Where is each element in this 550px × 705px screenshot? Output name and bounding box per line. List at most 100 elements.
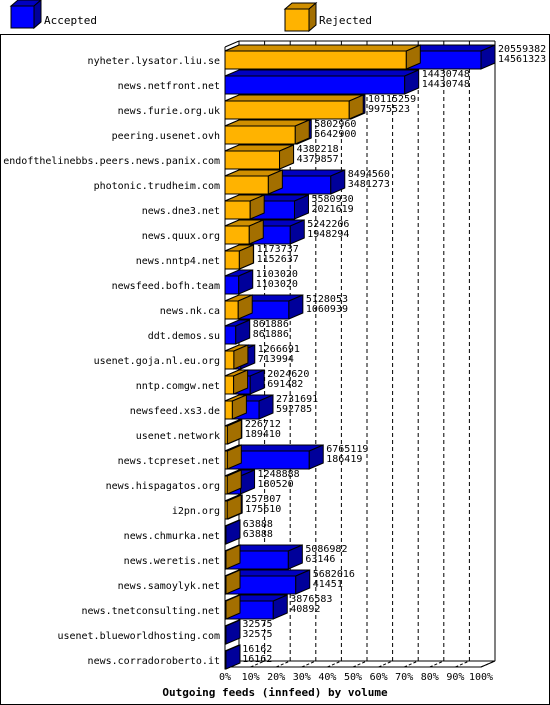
- category-label: endofthelinebbs.peers.news.panix.com: [3, 156, 220, 167]
- bars: [224, 44, 496, 670]
- bar-accepted: [224, 75, 406, 95]
- bar-rejected-side: [233, 344, 249, 370]
- value-label-accepted: 8494560: [348, 169, 390, 180]
- grid-floor-tick: [480, 660, 496, 668]
- value-label-accepted: 1103020: [256, 269, 298, 280]
- bar-rejected-side: [348, 94, 364, 120]
- value-label-rejected: 175610: [245, 504, 281, 515]
- grid-floor-tick: [378, 660, 393, 668]
- bar-rejected-side: [225, 594, 241, 620]
- category-label: newsfeed.xs3.de: [130, 406, 220, 417]
- value-label-rejected: 63888: [243, 529, 273, 540]
- grid-floor-tick: [250, 660, 265, 668]
- value-label-rejected: 4379857: [297, 154, 339, 165]
- bar-accepted-side: [225, 519, 241, 545]
- category-label: news.tnetconsulting.net: [82, 606, 220, 617]
- category-label: news.weretis.net: [124, 556, 220, 567]
- value-label-rejected: 180520: [258, 479, 294, 490]
- value-label-accepted: 1266691: [258, 344, 300, 355]
- bar-rejected-side: [231, 394, 247, 420]
- value-label-rejected: 1060939: [306, 304, 348, 315]
- category-label: news.furie.org.uk: [118, 106, 220, 117]
- value-label-accepted: 5580930: [311, 194, 353, 205]
- bar-rejected-side: [226, 419, 242, 445]
- bar-accepted-side: [287, 544, 303, 570]
- bar-rejected-side: [267, 169, 283, 195]
- value-label-rejected: 32575: [242, 629, 272, 640]
- category-label: news.samoylyk.net: [118, 581, 220, 592]
- category-label: usenet.blueworldhosting.com: [57, 631, 220, 642]
- value-label-rejected: 16162: [242, 654, 272, 665]
- x-axis-title: Outgoing feeds (innfeed) by volume: [162, 686, 388, 699]
- category-label: nntp.comgw.net: [136, 381, 220, 392]
- value-label-accepted: 32575: [242, 619, 272, 630]
- category-label: nyheter.lysator.liu.se: [88, 56, 220, 67]
- bar-accepted: [224, 275, 240, 295]
- grid-floor-tick: [327, 660, 342, 668]
- bar-rejected-side: [225, 544, 241, 570]
- category-label: news.tcpreset.net: [118, 456, 220, 467]
- value-label-accepted: 5242206: [307, 219, 349, 230]
- bar-rejected-side: [226, 494, 242, 520]
- x-tick-label: 20%: [267, 672, 285, 683]
- bar-accepted-side: [289, 219, 305, 245]
- grid-floor-tick: [276, 660, 291, 668]
- x-tick-label: 100%: [469, 672, 493, 683]
- bar-accepted-side: [272, 594, 288, 620]
- bar-rejected: [224, 150, 281, 170]
- bar-rejected: [224, 125, 296, 145]
- x-tick-label: 90%: [446, 672, 464, 683]
- bar-rejected-side: [233, 369, 249, 395]
- grid-floor-tick: [301, 660, 316, 668]
- legend-swatch-accepted-top: [9, 0, 42, 7]
- category-label: news.quux.org: [142, 231, 220, 242]
- x-tick-label: 10%: [242, 672, 260, 683]
- value-label-accepted: 257307: [245, 494, 281, 505]
- value-label-accepted: 3876583: [290, 594, 332, 605]
- bar-accepted-side: [225, 619, 241, 645]
- legend-swatch-rejected-side: [308, 1, 317, 33]
- bar-accepted: [224, 325, 237, 345]
- value-label-accepted: 226712: [245, 419, 281, 430]
- bar-rejected: [224, 350, 235, 370]
- value-label-rejected: 861886: [253, 329, 289, 340]
- value-label-rejected: 2021619: [311, 204, 353, 215]
- value-label-rejected: 3481273: [348, 179, 390, 190]
- bar-accepted-side: [258, 394, 274, 420]
- value-label-accepted: 16162: [242, 644, 272, 655]
- category-label: news.netfront.net: [118, 81, 220, 92]
- category-label: i2pn.org: [172, 506, 220, 517]
- value-label-accepted: 6765119: [326, 444, 368, 455]
- legend-label-rejected: Rejected: [319, 14, 372, 27]
- value-label-rejected: 41451: [313, 579, 343, 590]
- category-label: photonic.trudheim.com: [94, 181, 220, 192]
- bar-rejected: [224, 300, 239, 320]
- category-label: news.nntp4.net: [136, 256, 220, 267]
- value-label-rejected: 691482: [267, 379, 303, 390]
- bar-rejected-side: [294, 119, 310, 145]
- value-label-rejected: 1152637: [257, 254, 299, 265]
- bar-accepted-side: [308, 444, 324, 470]
- legend-swatch-accepted: [10, 5, 35, 29]
- category-label: usenet.network: [136, 431, 220, 442]
- bar-accepted-top: [224, 69, 419, 77]
- value-label-rejected: 14430748: [422, 79, 470, 90]
- x-tick-label: 70%: [395, 672, 413, 683]
- bar-rejected-side: [405, 44, 421, 70]
- value-label-rejected: 1103020: [256, 279, 298, 290]
- bar-rejected-side: [225, 569, 241, 595]
- value-label-rejected: 186419: [326, 454, 362, 465]
- bar-accepted-side: [295, 569, 311, 595]
- category-label: news.chmurka.net: [124, 531, 220, 542]
- bar-rejected-top: [224, 44, 421, 52]
- value-label-accepted: 20559382: [498, 44, 546, 55]
- x-tick-label: 40%: [318, 672, 336, 683]
- bar-rejected: [224, 375, 235, 395]
- bar-rejected-side: [237, 294, 253, 320]
- bar-rejected-top: [224, 94, 364, 102]
- bar-rejected-side: [238, 244, 254, 270]
- bar-rejected: [224, 50, 407, 70]
- value-label-accepted: 5128053: [306, 294, 348, 305]
- bar-rejected-side: [226, 444, 242, 470]
